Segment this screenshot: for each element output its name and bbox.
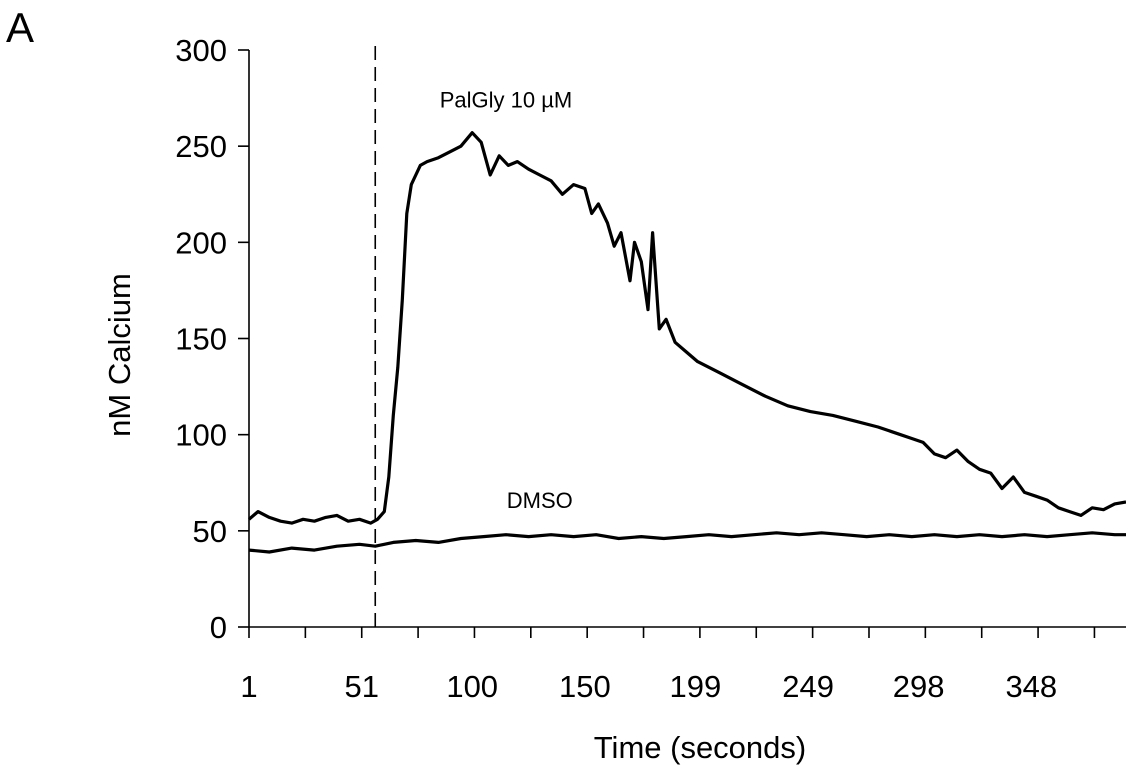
x-tick-label: 150 bbox=[559, 669, 611, 704]
y-tick-label: 250 bbox=[175, 129, 227, 164]
x-tick-label: 1 bbox=[240, 669, 257, 704]
annotation-dmso: DMSO bbox=[507, 488, 573, 513]
x-tick-label: 100 bbox=[446, 669, 498, 704]
x-tick-label: 249 bbox=[782, 669, 834, 704]
x-tick-label: 199 bbox=[670, 669, 722, 704]
x-axis-title: Time (seconds) bbox=[594, 730, 806, 765]
y-axis: 0 50 100 150 200 250 300 bbox=[175, 33, 250, 645]
y-tick-label: 50 bbox=[193, 514, 227, 549]
y-axis-title: nM Calcium bbox=[102, 273, 137, 437]
x-tick-label: 298 bbox=[893, 669, 945, 704]
y-tick-label: 0 bbox=[210, 610, 227, 645]
annotation-palgly: PalGly 10 µM bbox=[440, 88, 573, 113]
y-tick-label: 200 bbox=[175, 225, 227, 260]
series-line-palgly bbox=[247, 131, 1126, 525]
y-tick-label: 300 bbox=[175, 33, 227, 68]
y-tick-label: 150 bbox=[175, 322, 227, 357]
x-tick-label: 51 bbox=[344, 669, 378, 704]
x-axis: 1 51 100 150 199 249 298 348 bbox=[240, 626, 1126, 704]
series-layer bbox=[247, 131, 1126, 554]
panel-label: A bbox=[6, 4, 34, 51]
x-tick-label: 348 bbox=[1005, 669, 1057, 704]
y-tick-label: 100 bbox=[175, 418, 227, 453]
series-line-dmso bbox=[248, 531, 1126, 554]
